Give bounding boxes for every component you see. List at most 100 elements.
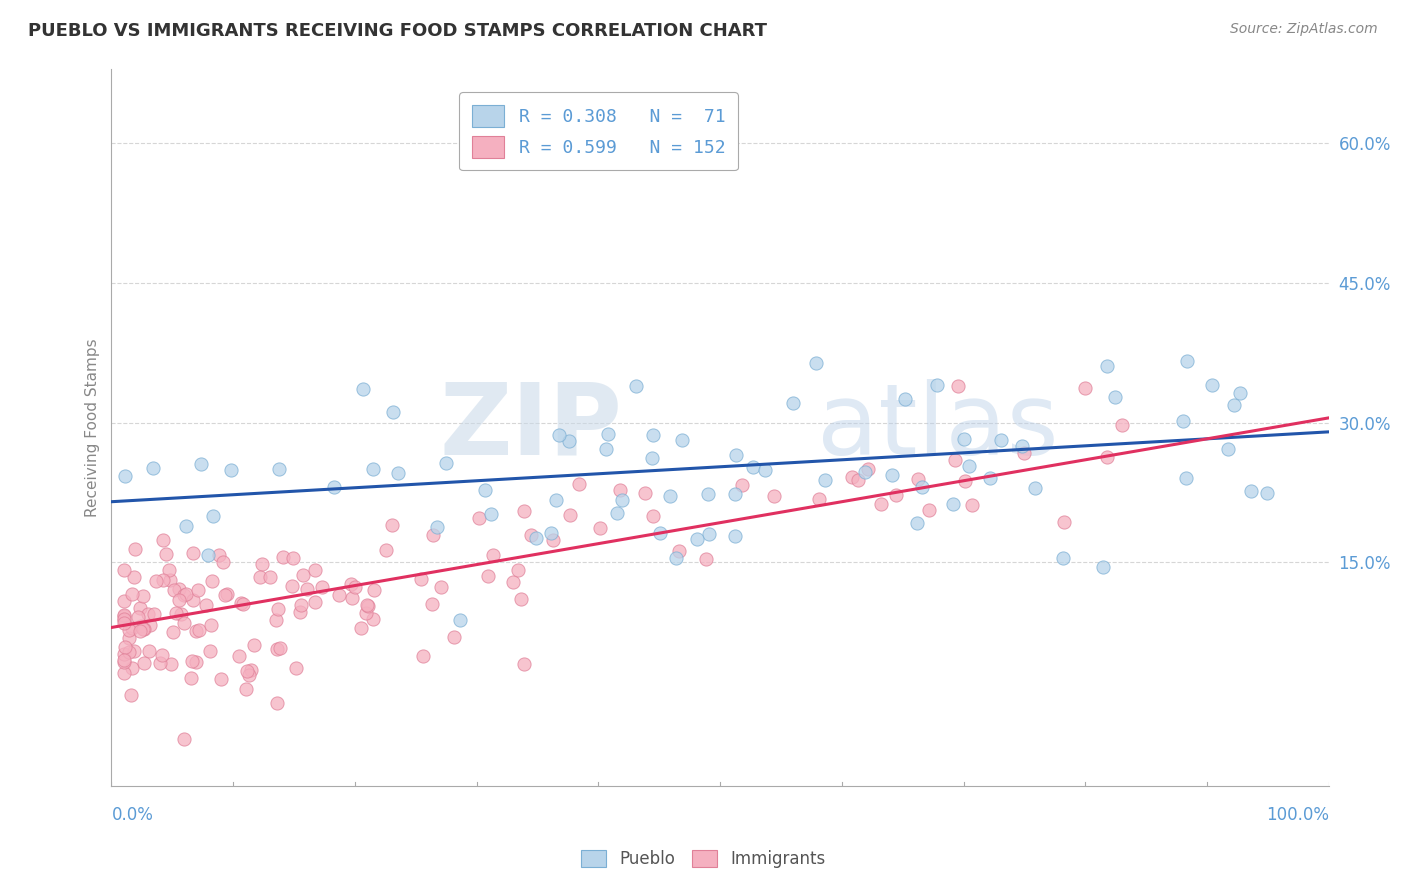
Point (269, 640, 291, 655)
Point (381, 405, 404, 419)
Point (145, 574, 167, 588)
Point (741, 460, 763, 475)
Point (814, 473, 837, 487)
Point (266, 696, 288, 710)
Point (955, 474, 977, 488)
Point (1111, 418, 1133, 433)
Point (271, 549, 294, 564)
Point (624, 379, 647, 393)
Point (870, 497, 893, 511)
Point (1074, 381, 1097, 395)
Point (138, 644, 160, 658)
Point (541, 533, 564, 548)
Point (232, 597, 254, 611)
Point (288, 605, 311, 619)
Point (112, 594, 135, 608)
Point (174, 519, 197, 533)
Legend: R = 0.308   N =  71, R = 0.599   N = 152: R = 0.308 N = 71, R = 0.599 N = 152 (458, 92, 738, 170)
Point (434, 456, 457, 470)
Point (340, 577, 363, 591)
Point (962, 499, 984, 513)
Point (235, 681, 257, 696)
Point (668, 544, 690, 558)
Text: ZIP: ZIP (440, 379, 623, 475)
Point (648, 525, 671, 540)
Point (114, 469, 136, 483)
Point (948, 379, 970, 393)
Point (124, 569, 146, 583)
Point (118, 623, 141, 637)
Point (159, 657, 181, 671)
Point (953, 432, 976, 446)
Point (1053, 515, 1076, 529)
Point (695, 551, 717, 566)
Point (229, 596, 252, 610)
Point (124, 542, 146, 557)
Point (149, 656, 172, 670)
Text: PUEBLO VS IMMIGRANTS RECEIVING FOOD STAMPS CORRELATION CHART: PUEBLO VS IMMIGRANTS RECEIVING FOOD STAM… (28, 22, 768, 40)
Point (173, 731, 195, 746)
Point (754, 463, 776, 477)
Point (1240, 483, 1263, 498)
Point (112, 609, 135, 624)
Point (150, 648, 173, 662)
Point (467, 511, 489, 525)
Point (249, 570, 271, 584)
Point (292, 567, 315, 582)
Point (118, 631, 141, 645)
Point (342, 591, 364, 605)
Legend: Pueblo, Immigrants: Pueblo, Immigrants (574, 843, 832, 875)
Point (181, 592, 204, 607)
Point (112, 612, 135, 626)
Point (354, 607, 377, 621)
Point (1229, 385, 1251, 400)
Point (112, 665, 135, 680)
Point (259, 569, 281, 583)
Point (188, 624, 211, 638)
Point (209, 673, 232, 687)
Point (1171, 414, 1194, 428)
Point (163, 582, 186, 597)
Point (979, 471, 1001, 485)
Point (411, 572, 433, 586)
Point (328, 588, 350, 602)
Point (187, 583, 209, 598)
Point (943, 453, 966, 467)
Point (387, 466, 409, 480)
Point (217, 587, 239, 601)
Point (132, 590, 155, 604)
Point (474, 483, 496, 497)
Point (132, 657, 155, 671)
Point (763, 489, 786, 503)
Point (112, 608, 135, 623)
Point (190, 458, 212, 472)
Point (152, 533, 174, 547)
Point (162, 625, 184, 640)
Point (546, 493, 568, 508)
Point (1012, 446, 1035, 460)
Point (180, 671, 202, 685)
Point (112, 613, 135, 627)
Point (782, 396, 804, 410)
Point (129, 624, 152, 638)
Point (1104, 390, 1126, 404)
Point (449, 613, 471, 627)
Text: Source: ZipAtlas.com: Source: ZipAtlas.com (1230, 22, 1378, 37)
Point (214, 588, 236, 602)
Point (112, 655, 135, 669)
Point (724, 487, 747, 501)
Point (266, 642, 288, 657)
Text: 0.0%: 0.0% (111, 806, 153, 824)
Point (520, 528, 543, 542)
Point (201, 509, 224, 524)
Point (659, 489, 682, 503)
Point (482, 548, 505, 562)
Point (588, 521, 610, 535)
Point (139, 618, 162, 632)
Point (361, 461, 384, 475)
Point (142, 607, 165, 621)
Point (152, 573, 174, 587)
Point (197, 549, 219, 563)
Point (641, 508, 664, 523)
Point (112, 615, 135, 630)
